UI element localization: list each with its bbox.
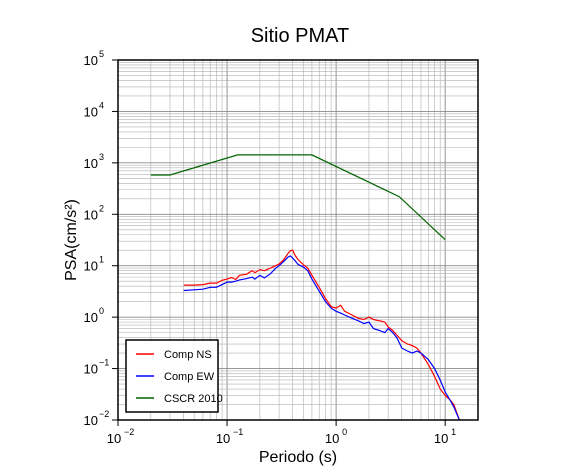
x-axis-label: Periodo (s) <box>259 449 337 466</box>
y-tick-label: 10 <box>84 53 98 68</box>
x-tick-label: 10 <box>325 431 339 446</box>
y-tick-exponent: −1 <box>99 358 109 368</box>
legend-label-comp-ew: Comp EW <box>164 371 215 383</box>
y-axis-label: PSA(cm/s²) <box>63 199 80 281</box>
y-tick-exponent: 4 <box>99 100 104 110</box>
y-tick-label: 10 <box>84 310 98 325</box>
series-layer <box>150 154 460 421</box>
y-tick-exponent: 3 <box>99 152 104 162</box>
x-axis-ticks: 10 −2 10 −1 10 0 10 1 <box>107 420 456 446</box>
y-tick-exponent: 5 <box>99 49 104 59</box>
y-tick-label: 10 <box>84 259 98 274</box>
y-tick-exponent: 1 <box>99 255 104 265</box>
grid <box>118 60 478 420</box>
y-tick-label: 10 <box>84 156 98 171</box>
y-tick-exponent: 2 <box>99 203 104 213</box>
chart-title: Sitio PMAT <box>251 25 350 47</box>
series-line-comp-ns <box>183 249 460 421</box>
y-tick-exponent: −2 <box>99 409 109 419</box>
legend-label-comp-ns: Comp NS <box>164 349 212 361</box>
series-line-comp-ew <box>183 255 460 421</box>
y-tick-label: 10 <box>84 413 98 428</box>
x-tick-exponent: 0 <box>342 427 347 437</box>
plot-frame <box>117 59 479 421</box>
legend: Comp NS Comp EW CSCR 2010 <box>125 339 223 413</box>
y-tick-exponent: 0 <box>99 306 104 316</box>
y-tick-label: 10 <box>84 104 98 119</box>
x-tick-exponent: −1 <box>233 427 243 437</box>
y-tick-label: 10 <box>84 362 98 377</box>
x-tick-label: 10 <box>434 431 448 446</box>
x-tick-label: 10 <box>216 431 230 446</box>
x-tick-exponent: 1 <box>451 427 456 437</box>
x-tick-exponent: −2 <box>124 427 134 437</box>
series-line-cscr-2010 <box>150 154 446 241</box>
x-tick-label: 10 <box>107 431 121 446</box>
y-tick-label: 10 <box>84 207 98 222</box>
legend-label-cscr-2010: CSCR 2010 <box>164 393 223 405</box>
